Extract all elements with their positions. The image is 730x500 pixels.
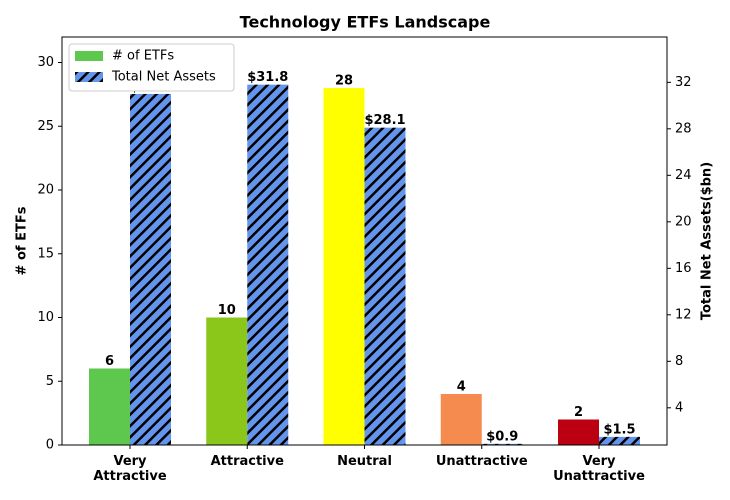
y2-tick-label: 20 [675, 214, 692, 229]
y2-tick-label: 16 [675, 261, 692, 276]
y-tick-label: 0 [46, 438, 54, 453]
y2-tick-label: 4 [675, 400, 683, 415]
bar [558, 419, 599, 445]
y-tick-label: 30 [37, 55, 54, 70]
data-label: 10 [218, 303, 236, 318]
data-label: $28.1 [364, 113, 405, 128]
data-label: 6 [105, 354, 114, 369]
plot-frame [61, 36, 668, 446]
x-tick-label: Very Attractive [93, 454, 167, 484]
chart-title: Technology ETFs Landscape [240, 13, 491, 32]
bar [323, 88, 365, 445]
y2-tick-label: 24 [675, 168, 692, 183]
y-tick-label: 10 [37, 310, 54, 325]
data-label: 28 [335, 74, 353, 89]
legend-label: Total Net Assets [111, 70, 216, 85]
y-tick-label: 5 [46, 374, 54, 389]
bar [130, 93, 171, 445]
legend-box [68, 43, 235, 92]
bar [206, 317, 248, 445]
x-tick-label: Neutral [337, 454, 392, 469]
bar [89, 368, 130, 445]
y-tick-label: 20 [37, 183, 54, 198]
bar [440, 394, 482, 445]
y2-tick-label: 32 [675, 75, 692, 90]
legend-label: # of ETFs [112, 49, 174, 64]
x-tick-label: Attractive [210, 454, 284, 469]
y-tick-label: 15 [37, 246, 54, 261]
y2-tick-label: 8 [675, 354, 683, 369]
bar [364, 127, 406, 446]
y-tick-label: 25 [37, 119, 54, 134]
y2-axis-label: Total Net Assets($bn) [700, 162, 715, 320]
y-axis-label: # of ETFs [15, 206, 30, 275]
bar [481, 443, 523, 445]
bar [599, 436, 640, 445]
bar [247, 84, 289, 446]
x-tick-label: Very Unattractive [553, 454, 645, 484]
data-label: $0.9 [486, 429, 518, 444]
data-label: $1.5 [603, 422, 635, 437]
legend-swatch [75, 72, 103, 82]
legend-swatch [75, 51, 103, 61]
legend: # of ETFs Total Net Assets [68, 43, 235, 92]
y2-tick-label: 12 [675, 307, 692, 322]
data-label: 2 [574, 405, 583, 420]
data-label: $31.8 [247, 70, 288, 85]
data-label: 4 [457, 380, 466, 395]
x-tick-label: Unattractive [435, 454, 528, 469]
y2-tick-label: 28 [675, 121, 692, 136]
